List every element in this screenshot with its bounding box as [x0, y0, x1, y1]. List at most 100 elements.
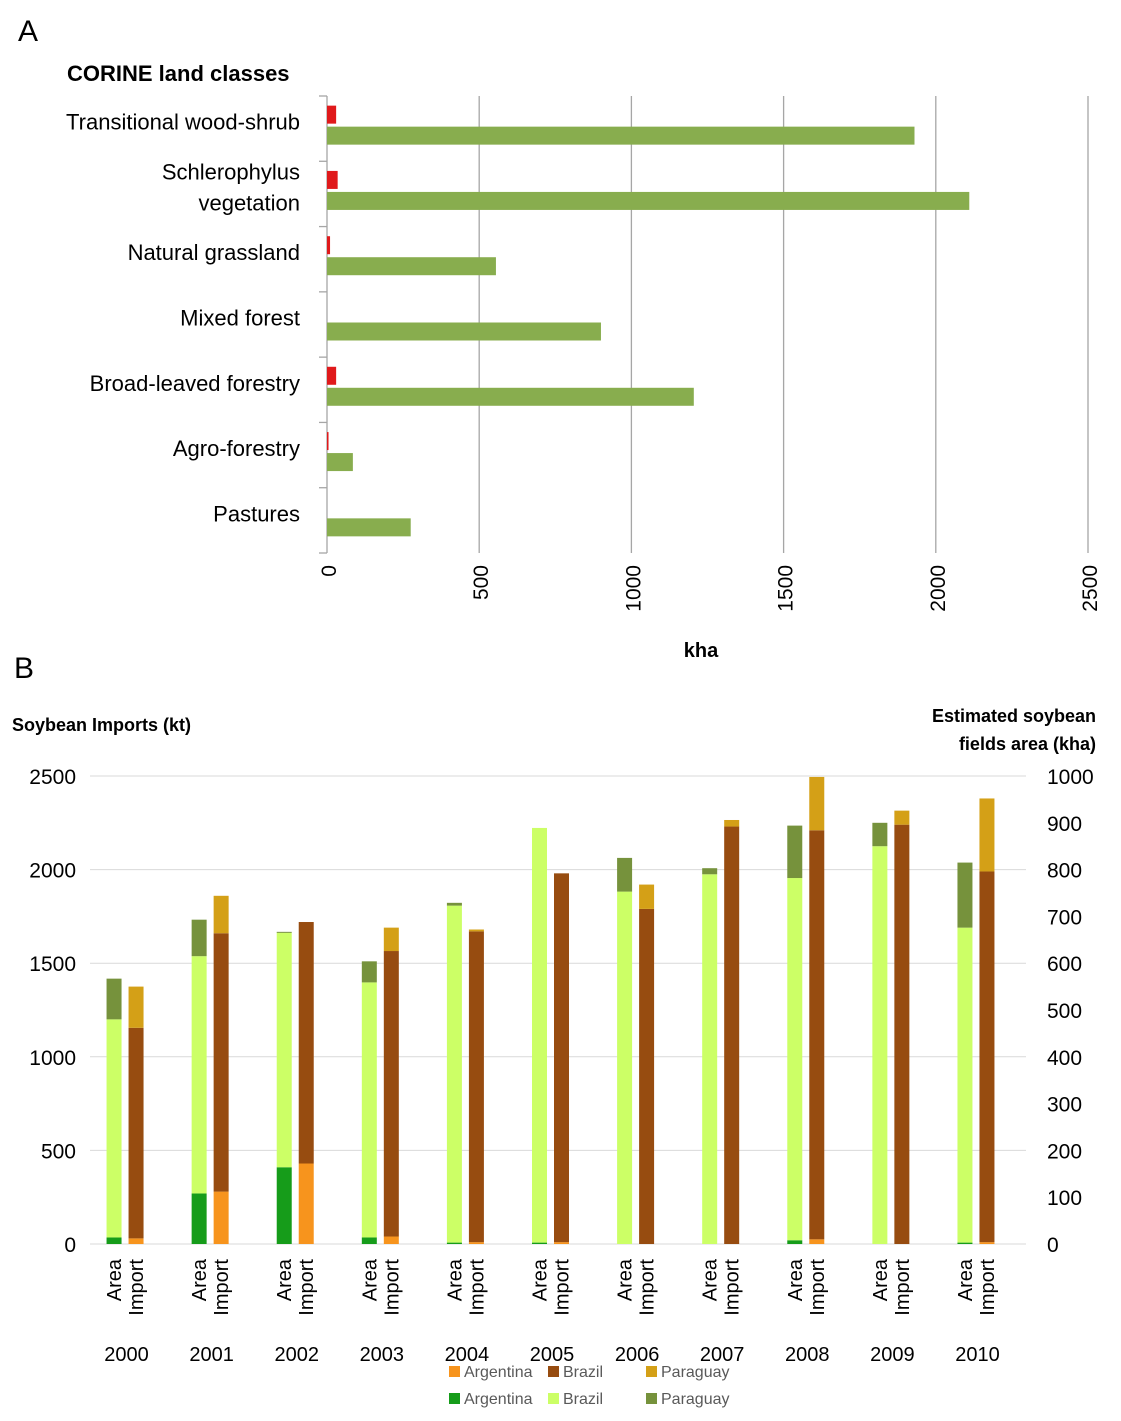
panel-a-chart: 0 500 1000 1500 2000 2500 Transitional wood-sh… [66, 95, 1102, 612]
panel-b-legend-label-argentina-1: Argentina [464, 1364, 533, 1381]
panel-b-legend-swatch-argentina-2 [449, 1393, 460, 1404]
panel-b-area-bar-paraguay-2009 [872, 822, 888, 847]
panel-b-area-bar-paraguay-2004 [446, 902, 462, 906]
panel-b-left-tick-label-500: 500 [41, 1140, 76, 1163]
panel-b-legend-label-paraguay-1: Paraguay [661, 1364, 730, 1381]
panel-b-import-bar-brazil-2007 [724, 826, 740, 1244]
panel-a-x-tick-label-2500: 2500 [1079, 565, 1102, 612]
panel-b-bar-label-area-2006: Area [615, 1258, 637, 1301]
panel-b-left-axis-title: Soybean Imports (kt) [12, 715, 191, 735]
panel-b-import-bar-argentina-2004 [468, 1242, 484, 1244]
panel-b-bar-label-area-2008: Area [785, 1258, 807, 1301]
panel-b-import-bar-argentina-2003 [383, 1236, 399, 1244]
panel-b-legend-label-brazil-2: Brazil [563, 1391, 603, 1408]
panel-b-year-label-2003: 2003 [360, 1344, 405, 1366]
panel-b-area-bar-brazil-2008 [787, 878, 803, 1241]
panel-b-import-bar-brazil-2005 [554, 873, 569, 1243]
panel-b-import-bar-paraguay-2009 [894, 810, 910, 825]
panel-a-category-label-schlerophylus-vegetation-line-2: vegetation [198, 190, 300, 215]
panel-b-legend-swatch-paraguay-2 [646, 1393, 657, 1404]
panel-a-bar-green-natural-grassland [327, 257, 496, 276]
panel-a-title: CORINE land classes [67, 61, 290, 86]
panel-b-area-bar-argentina-2000 [106, 1237, 122, 1244]
panel-b-area-bar-brazil-2005 [532, 827, 547, 1243]
panel-b-legend-swatch-brazil-1 [548, 1366, 559, 1377]
panel-b-area-bar-paraguay-2000 [106, 978, 122, 1020]
panel-b-area-bar-paraguay-2001 [191, 919, 207, 957]
panel-b-area-bar-argentina-2002 [276, 1167, 292, 1244]
panel-b-right-tick-label-400: 400 [1047, 1047, 1082, 1070]
panel-b-area-bar-brazil-2004 [446, 905, 462, 1243]
panel-b-import-bar-paraguay-2000 [128, 986, 144, 1028]
panel-b-right-axis-title-line-1: Estimated soybean [932, 706, 1096, 726]
panel-b-area-bar-brazil-2002 [276, 932, 292, 1168]
panel-b-chart: 0 500 1000 1500 2000 2500 0 100 200 300 400 500 600 7… [29, 766, 1093, 1366]
panel-b-year-label-2007: 2007 [700, 1344, 745, 1366]
panel-b-import-bar-brazil-2010 [979, 871, 995, 1243]
panel-b-import-bar-brazil-2004 [468, 931, 484, 1243]
panel-b-bar-label-area-2004: Area [444, 1258, 466, 1301]
panel-b-area-bar-brazil-2006 [617, 891, 633, 1244]
panel-b-import-bar-paraguay-2007 [724, 819, 740, 827]
panel-a-category-label-natural-grassland: Natural grassland [128, 240, 300, 265]
panel-b-import-bar-brazil-2009 [894, 824, 910, 1244]
panel-b-area-bar-argentina-2008 [787, 1240, 803, 1244]
panel-b-import-bar-paraguay-2006 [639, 884, 655, 909]
panel-b-import-bar-paraguay-2008 [809, 776, 825, 831]
panel-b-bar-label-import-2003: Import [381, 1259, 403, 1316]
panel-b-bar-label-import-2000: Import [126, 1259, 148, 1316]
panel-b-year-label-2002: 2002 [274, 1344, 319, 1366]
panel-b-area-bar-paraguay-2002 [276, 931, 292, 933]
panel-a-bar-green-transitional-wood-shrub [327, 126, 915, 145]
panel-b-bar-label-import-2006: Import [637, 1259, 659, 1316]
panel-b-bar-label-import-2009: Import [892, 1259, 914, 1316]
panel-b-legend-label-paraguay-2: Paraguay [661, 1391, 730, 1408]
panel-b-right-tick-label-0: 0 [1047, 1234, 1059, 1257]
panel-b-area-bar-brazil-2003 [361, 982, 377, 1238]
panel-b-legend-swatch-argentina-1 [449, 1366, 460, 1377]
panel-b-bar-label-area-2005: Area [530, 1258, 552, 1301]
panel-b-bar-label-area-2009: Area [870, 1258, 892, 1301]
panel-b-bar-label-import-2002: Import [296, 1259, 318, 1316]
panel-a-x-tick-label-0: 0 [318, 565, 341, 577]
panel-a-category-label-schlerophylus-vegetation-line-1: Schlerophylus [162, 159, 300, 184]
panel-b-right-tick-label-500: 500 [1047, 1000, 1082, 1023]
panel-b-year-label-2010: 2010 [955, 1344, 1000, 1366]
panel-b-year-label-2008: 2008 [785, 1344, 830, 1366]
panel-b-import-bar-brazil-2003 [383, 951, 399, 1237]
panel-b-bar-label-area-2010: Area [955, 1258, 977, 1301]
panel-b-year-label-2005: 2005 [530, 1344, 575, 1366]
panel-a-category-label-transitional-wood-shrub: Transitional wood-shrub [66, 110, 300, 135]
panel-b-area-bar-brazil-2010 [957, 927, 973, 1243]
panel-b-area-bar-argentina-2004 [446, 1242, 462, 1244]
panel-a-category-label-agro-forestry: Agro-forestry [173, 436, 300, 461]
panel-b-bar-label-area-2003: Area [359, 1258, 381, 1301]
panel-b-left-tick-label-1500: 1500 [29, 953, 76, 976]
panel-b-import-bar-paraguay-2010 [979, 798, 995, 872]
panel-a-x-tick-label-2000: 2000 [927, 565, 950, 612]
panel-b-import-bar-argentina-2008 [809, 1239, 825, 1244]
panel-b-area-bar-brazil-2001 [191, 956, 207, 1194]
panel-b-import-bar-paraguay-2004 [468, 929, 484, 932]
panel-b-area-bar-brazil-2000 [106, 1019, 122, 1238]
panel-b-legend-swatch-brazil-2 [548, 1393, 559, 1404]
panel-b-area-bar-paraguay-2007 [702, 868, 718, 875]
panel-b-left-tick-label-2500: 2500 [29, 766, 76, 789]
panel-a-category-label-broad-leaved-forestry: Broad-leaved forestry [90, 371, 300, 396]
panel-b-import-bar-brazil-2006 [639, 908, 655, 1244]
panel-a-bar-red-agro-forestry [327, 432, 329, 451]
panel-a-bar-red-schlerophylus-vegetation [327, 170, 338, 189]
panel-a-x-tick-label-1000: 1000 [622, 565, 645, 612]
panel-a-bar-red-broad-leaved-forestry [327, 366, 337, 385]
panel-b-year-label-2000: 2000 [104, 1344, 149, 1366]
panel-b-bar-label-import-2005: Import [552, 1259, 574, 1316]
panel-b-left-tick-label-0: 0 [64, 1234, 76, 1257]
panel-b-right-tick-label-700: 700 [1047, 906, 1082, 929]
panel-b-bar-label-area-2001: Area [189, 1258, 211, 1301]
panel-b-letter: B [14, 652, 34, 685]
panel-a-x-tick-label-500: 500 [470, 565, 493, 600]
panel-b-right-axis-title-line-2: fields area (kha) [959, 734, 1096, 754]
panel-b-area-bar-paraguay-2008 [787, 825, 803, 879]
panel-b-bar-label-area-2002: Area [274, 1258, 296, 1301]
